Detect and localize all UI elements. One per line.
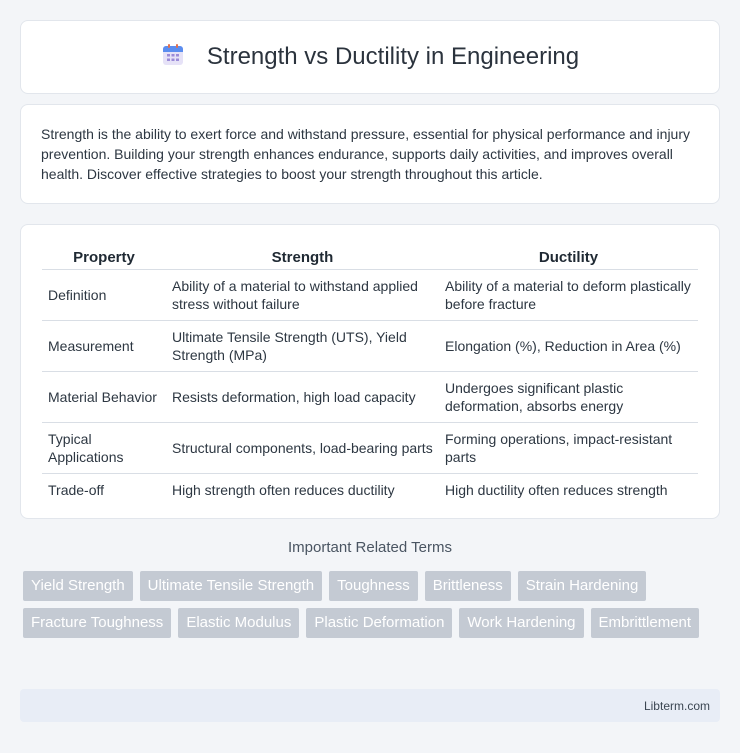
table-cell: Elongation (%), Reduction in Area (%) xyxy=(439,320,698,372)
table-cell: High ductility often reduces strength xyxy=(445,482,668,498)
tag-strain-hardening[interactable]: Strain Hardening xyxy=(517,571,647,601)
comparison-table: Property Strength Ductility Definition A… xyxy=(42,245,698,506)
tag-elastic-modulus[interactable]: Elastic Modulus xyxy=(178,608,300,638)
table-row: Typical Applications Structural componen… xyxy=(42,422,698,474)
tag-embrittlement[interactable]: Embrittlement xyxy=(590,608,700,638)
related-terms-tags: Yield Strength Ultimate Tensile Strength… xyxy=(23,571,703,638)
table-cell: Ultimate Tensile Strength (UTS), Yield S… xyxy=(166,320,439,372)
intro-card: Strength is the ability to exert force a… xyxy=(20,104,720,204)
table-row: Material Behavior Resists deformation, h… xyxy=(42,371,698,423)
column-header-strength: Strength xyxy=(166,245,439,270)
column-header-ductility: Ductility xyxy=(439,245,698,270)
footer-site-link[interactable]: Libterm.com xyxy=(643,699,710,713)
comparison-table-card: Property Strength Ductility Definition A… xyxy=(20,224,720,519)
tag-yield-strength[interactable]: Yield Strength xyxy=(23,571,133,601)
table-row: Measurement Ultimate Tensile Strength (U… xyxy=(42,320,698,372)
table-cell: Undergoes significant plastic deformatio… xyxy=(439,371,698,423)
header-card: Strength vs Ductility in Engineering xyxy=(20,20,720,94)
table-cell: Definition xyxy=(42,269,166,321)
table-cell: Material Behavior xyxy=(42,371,166,423)
table-cell: High strength often reduces ductility xyxy=(172,482,395,498)
footer: Libterm.com xyxy=(20,689,720,722)
table-cell: Measurement xyxy=(42,320,166,372)
table-cell: Typical Applications xyxy=(42,422,166,474)
table-cell: Resists deformation, high load capacity xyxy=(166,371,439,423)
tag-toughness[interactable]: Toughness xyxy=(329,571,418,601)
tag-brittleness[interactable]: Brittleness xyxy=(424,571,511,601)
related-terms-title: Important Related Terms xyxy=(288,539,452,556)
tag-fracture-toughness[interactable]: Fracture Toughness xyxy=(23,608,172,638)
table-cell: Structural components, load-bearing part… xyxy=(166,422,439,474)
page-title: Strength vs Ductility in Engineering xyxy=(206,43,580,70)
intro-text: Strength is the ability to exert force a… xyxy=(41,126,690,182)
calendar-icon xyxy=(161,43,185,72)
table-row: Trade-off High strength often reduces du… xyxy=(42,474,698,507)
table-cell: Forming operations, impact-resistant par… xyxy=(439,422,698,474)
table-header-row: Property Strength Ductility xyxy=(42,245,698,270)
tag-plastic-deformation[interactable]: Plastic Deformation xyxy=(306,608,453,638)
table-cell: Trade-off xyxy=(48,482,105,498)
tag-work-hardening[interactable]: Work Hardening xyxy=(459,608,584,638)
table-row: Definition Ability of a material to with… xyxy=(42,269,698,321)
tag-ultimate-tensile-strength[interactable]: Ultimate Tensile Strength xyxy=(139,571,323,601)
column-header-property: Property xyxy=(42,245,166,270)
table-cell: Ability of a material to withstand appli… xyxy=(166,269,439,321)
table-cell: Ability of a material to deform plastica… xyxy=(439,269,698,321)
